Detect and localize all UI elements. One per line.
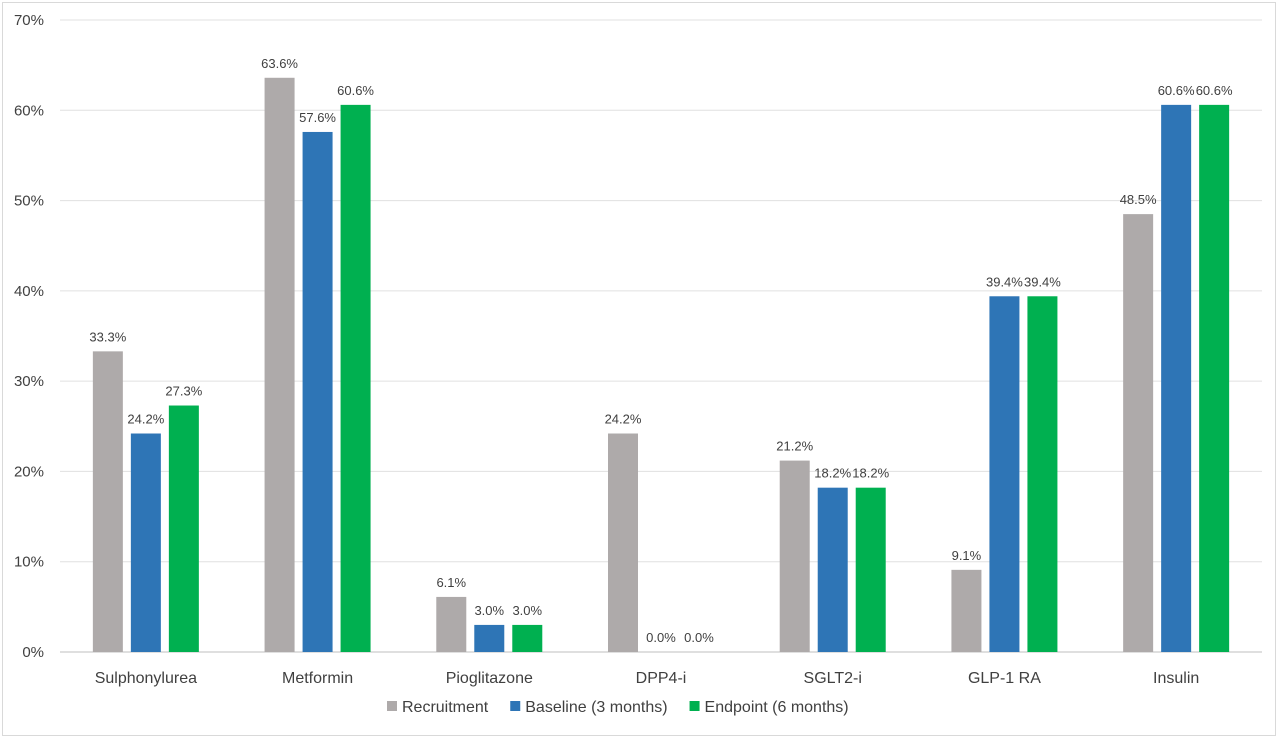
bars bbox=[92, 77, 1230, 653]
legend-label: Recruitment bbox=[402, 699, 489, 716]
data-label: 60.6% bbox=[1196, 83, 1233, 98]
bar bbox=[1123, 214, 1154, 652]
bar bbox=[779, 460, 810, 652]
bar bbox=[264, 77, 295, 653]
data-label: 3.0% bbox=[512, 603, 542, 618]
legend: Recruitment Baseline (3 months) Endpoint (… bbox=[387, 699, 849, 716]
bar bbox=[1027, 296, 1058, 652]
bar bbox=[512, 624, 543, 652]
y-axis: 0% 10% 20% 30% 40% 50% 60% 70% bbox=[14, 12, 44, 661]
data-label: 9.1% bbox=[952, 548, 982, 563]
bar bbox=[817, 487, 848, 652]
data-label: 63.6% bbox=[261, 56, 298, 71]
data-label: 3.0% bbox=[474, 603, 504, 618]
bar bbox=[608, 433, 638, 652]
y-tick-label: 40% bbox=[14, 283, 44, 300]
y-tick-label: 0% bbox=[22, 644, 44, 661]
bar bbox=[1161, 104, 1192, 652]
bar bbox=[951, 569, 982, 652]
x-category-label: Insulin bbox=[1153, 670, 1199, 687]
y-tick-label: 20% bbox=[14, 463, 44, 480]
bar bbox=[474, 624, 505, 652]
y-tick-label: 30% bbox=[14, 373, 44, 390]
data-label: 18.2% bbox=[814, 466, 851, 481]
y-tick-label: 10% bbox=[14, 554, 44, 571]
legend-swatch bbox=[387, 701, 397, 711]
bar bbox=[130, 433, 161, 652]
data-label: 60.6% bbox=[1158, 83, 1195, 98]
x-axis: Sulphonylurea Metformin Pioglitazone DPP4-i… bbox=[95, 670, 1200, 687]
data-label: 18.2% bbox=[852, 466, 889, 481]
bar bbox=[168, 405, 199, 652]
x-category-label: GLP-1 RA bbox=[968, 670, 1041, 687]
bar bbox=[989, 296, 1020, 652]
y-tick-label: 60% bbox=[14, 102, 44, 119]
bar bbox=[302, 131, 333, 652]
data-label: 60.6% bbox=[337, 83, 374, 98]
gridlines bbox=[60, 19, 1262, 653]
data-labels: 33.3%24.2%27.3%63.6%57.6%60.6%6.1%3.0% 3.… bbox=[89, 56, 1233, 645]
data-label: 39.4% bbox=[986, 274, 1023, 289]
data-label: 0.0% bbox=[684, 630, 714, 645]
data-label: 21.2% bbox=[776, 439, 813, 454]
x-category-label: DPP4-i bbox=[636, 670, 687, 687]
y-tick-label: 50% bbox=[14, 193, 44, 210]
data-label: 24.2% bbox=[605, 412, 642, 427]
legend-swatch bbox=[689, 701, 700, 711]
bar bbox=[340, 104, 371, 652]
bar bbox=[1199, 104, 1230, 652]
bar bbox=[436, 596, 467, 652]
legend-label: Baseline (3 months) bbox=[525, 699, 667, 716]
legend-label: Endpoint (6 months) bbox=[705, 699, 849, 716]
legend-swatch bbox=[510, 701, 521, 711]
data-label: 24.2% bbox=[127, 412, 164, 427]
data-label: 48.5% bbox=[1120, 192, 1157, 207]
data-label: 39.4% bbox=[1024, 274, 1061, 289]
x-category-label: Metformin bbox=[282, 670, 353, 687]
data-label: 0.0% bbox=[646, 630, 676, 645]
bar bbox=[855, 487, 886, 652]
data-label: 33.3% bbox=[89, 329, 126, 344]
data-label: 27.3% bbox=[165, 384, 202, 399]
x-category-label: SGLT2-i bbox=[804, 670, 862, 687]
bar bbox=[92, 351, 123, 652]
data-label: 57.6% bbox=[299, 110, 336, 125]
x-category-label: Sulphonylurea bbox=[95, 670, 197, 687]
y-tick-label: 70% bbox=[14, 12, 44, 29]
data-label: 6.1% bbox=[436, 575, 466, 590]
x-category-label: Pioglitazone bbox=[446, 670, 533, 687]
